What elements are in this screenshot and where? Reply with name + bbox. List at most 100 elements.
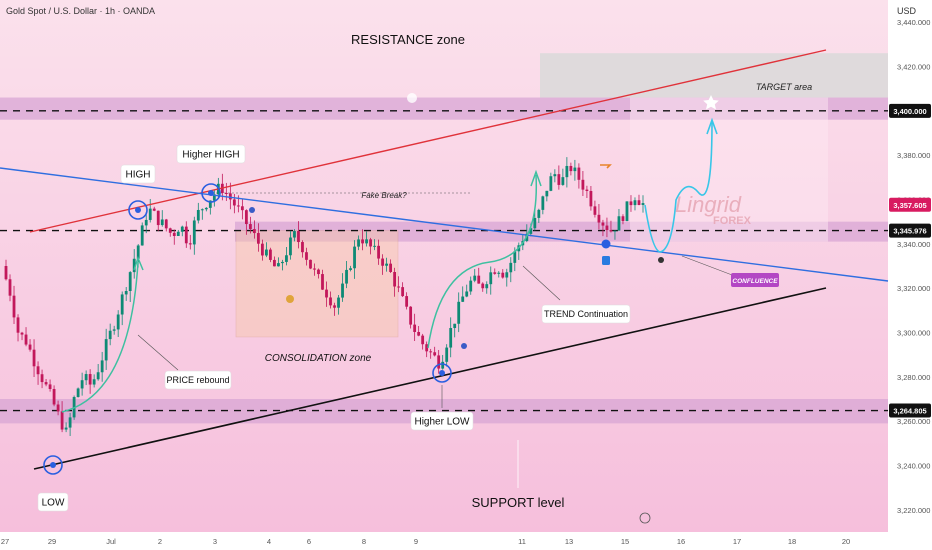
candle-body xyxy=(481,283,485,289)
candle-body xyxy=(573,167,577,172)
candle-body xyxy=(44,382,48,385)
candle-body xyxy=(361,239,364,244)
candle-body xyxy=(353,246,356,269)
candle-body xyxy=(545,190,549,197)
candle-body xyxy=(80,380,84,389)
candle-body xyxy=(365,239,368,244)
time-tick-label: 4 xyxy=(267,537,271,546)
candle-body xyxy=(553,174,557,177)
candle-body xyxy=(309,259,312,269)
currency-label: USD xyxy=(897,6,917,16)
price-badge xyxy=(889,223,931,238)
candle-body xyxy=(285,255,288,262)
projection-path xyxy=(644,121,713,253)
candle-body xyxy=(437,355,441,369)
candle-body xyxy=(433,352,437,356)
time-tick-label: 20 xyxy=(842,537,850,546)
time-axis[interactable]: 27 29 Jul 2 3 4 6 8 9 11 13 15 16 17 18 20 xyxy=(1,537,850,546)
candle-body xyxy=(196,209,200,221)
candle-body xyxy=(224,192,228,194)
candle-body xyxy=(493,272,497,274)
candle-body xyxy=(349,268,352,270)
candle-body xyxy=(176,231,180,236)
candle-body xyxy=(289,237,292,256)
candle-body xyxy=(132,258,136,273)
low-label: LOW xyxy=(42,498,65,509)
price-rebound-label-box xyxy=(164,370,232,390)
high-marker-dot xyxy=(135,207,141,213)
candles-layer xyxy=(4,157,645,436)
resistance-zone-label: RESISTANCE zone xyxy=(351,32,465,47)
candle-body xyxy=(593,206,597,215)
time-tick-label: Jul xyxy=(106,537,116,546)
candle-body xyxy=(461,296,465,302)
candle-body xyxy=(128,272,132,292)
candle-body xyxy=(208,200,212,208)
candle-body xyxy=(585,189,589,191)
continuation-arrow-path xyxy=(427,174,538,349)
price-axis[interactable]: 3,440.0003,420.0003,380.0003,360.0003,34… xyxy=(889,18,931,515)
price-badge-label: 3,400.000 xyxy=(893,107,926,116)
candle-body xyxy=(601,222,605,226)
candle-body xyxy=(256,233,260,244)
candle-body xyxy=(293,231,296,238)
candle-body xyxy=(16,317,20,333)
price-tick-label: 3,440.000 xyxy=(897,18,930,27)
candle-body xyxy=(513,251,517,263)
consolidation-zone-label: CONSOLIDATION zone xyxy=(265,353,372,364)
higher-low-label: Higher LOW xyxy=(414,417,470,428)
candle-body xyxy=(329,297,332,306)
price-badge xyxy=(889,197,931,212)
candle-body xyxy=(569,165,573,172)
projection-area xyxy=(630,97,828,242)
price-badge xyxy=(889,403,931,418)
candle-body xyxy=(333,305,336,308)
price-tick-label: 3,380.000 xyxy=(897,151,930,160)
candle-body xyxy=(629,201,633,206)
trend-pointer-line xyxy=(522,265,561,301)
projection-arrowhead xyxy=(706,117,718,135)
target-area-label: TARGET area xyxy=(756,82,812,92)
candle-body xyxy=(104,339,108,361)
candle-body xyxy=(617,216,621,231)
up-flag-icon xyxy=(602,256,610,265)
candle-body xyxy=(337,297,340,308)
candle-body xyxy=(341,283,344,298)
rocket-icon-1 xyxy=(249,207,255,213)
time-axis-panel xyxy=(0,532,888,550)
candle-body xyxy=(156,210,160,226)
candle-body xyxy=(565,165,569,178)
time-tick-label: 9 xyxy=(414,537,418,546)
candle-body xyxy=(397,286,401,288)
confluence-pointer-line xyxy=(681,255,741,279)
candle-body xyxy=(477,275,481,284)
candle-body xyxy=(561,177,565,185)
low-marker-ring xyxy=(43,455,63,475)
candle-body xyxy=(501,272,505,278)
candle-body xyxy=(56,404,60,412)
price-axis-panel xyxy=(888,0,932,550)
candle-body xyxy=(248,224,252,230)
candle-body xyxy=(244,210,248,225)
trendlines-layer xyxy=(0,49,889,488)
confluence-badge xyxy=(731,273,779,287)
descending-trendline xyxy=(0,167,889,282)
candle-body xyxy=(469,280,473,292)
time-tick-label: 27 xyxy=(1,537,9,546)
snail-icon xyxy=(286,295,294,303)
candle-body xyxy=(240,206,244,211)
candle-body xyxy=(204,207,208,210)
candle-body xyxy=(112,329,116,331)
candle-body xyxy=(637,200,641,205)
candle-body xyxy=(473,275,477,281)
candle-body xyxy=(441,361,445,369)
candle-body xyxy=(621,216,625,222)
low-marker-dot xyxy=(50,462,56,468)
candle-body xyxy=(533,217,537,229)
candle-body xyxy=(605,225,609,231)
candle-body xyxy=(269,249,272,260)
watermark-line1: Lingrid xyxy=(675,192,742,217)
price-tick-label: 3,240.000 xyxy=(897,462,930,471)
lightning-icon xyxy=(639,512,651,524)
